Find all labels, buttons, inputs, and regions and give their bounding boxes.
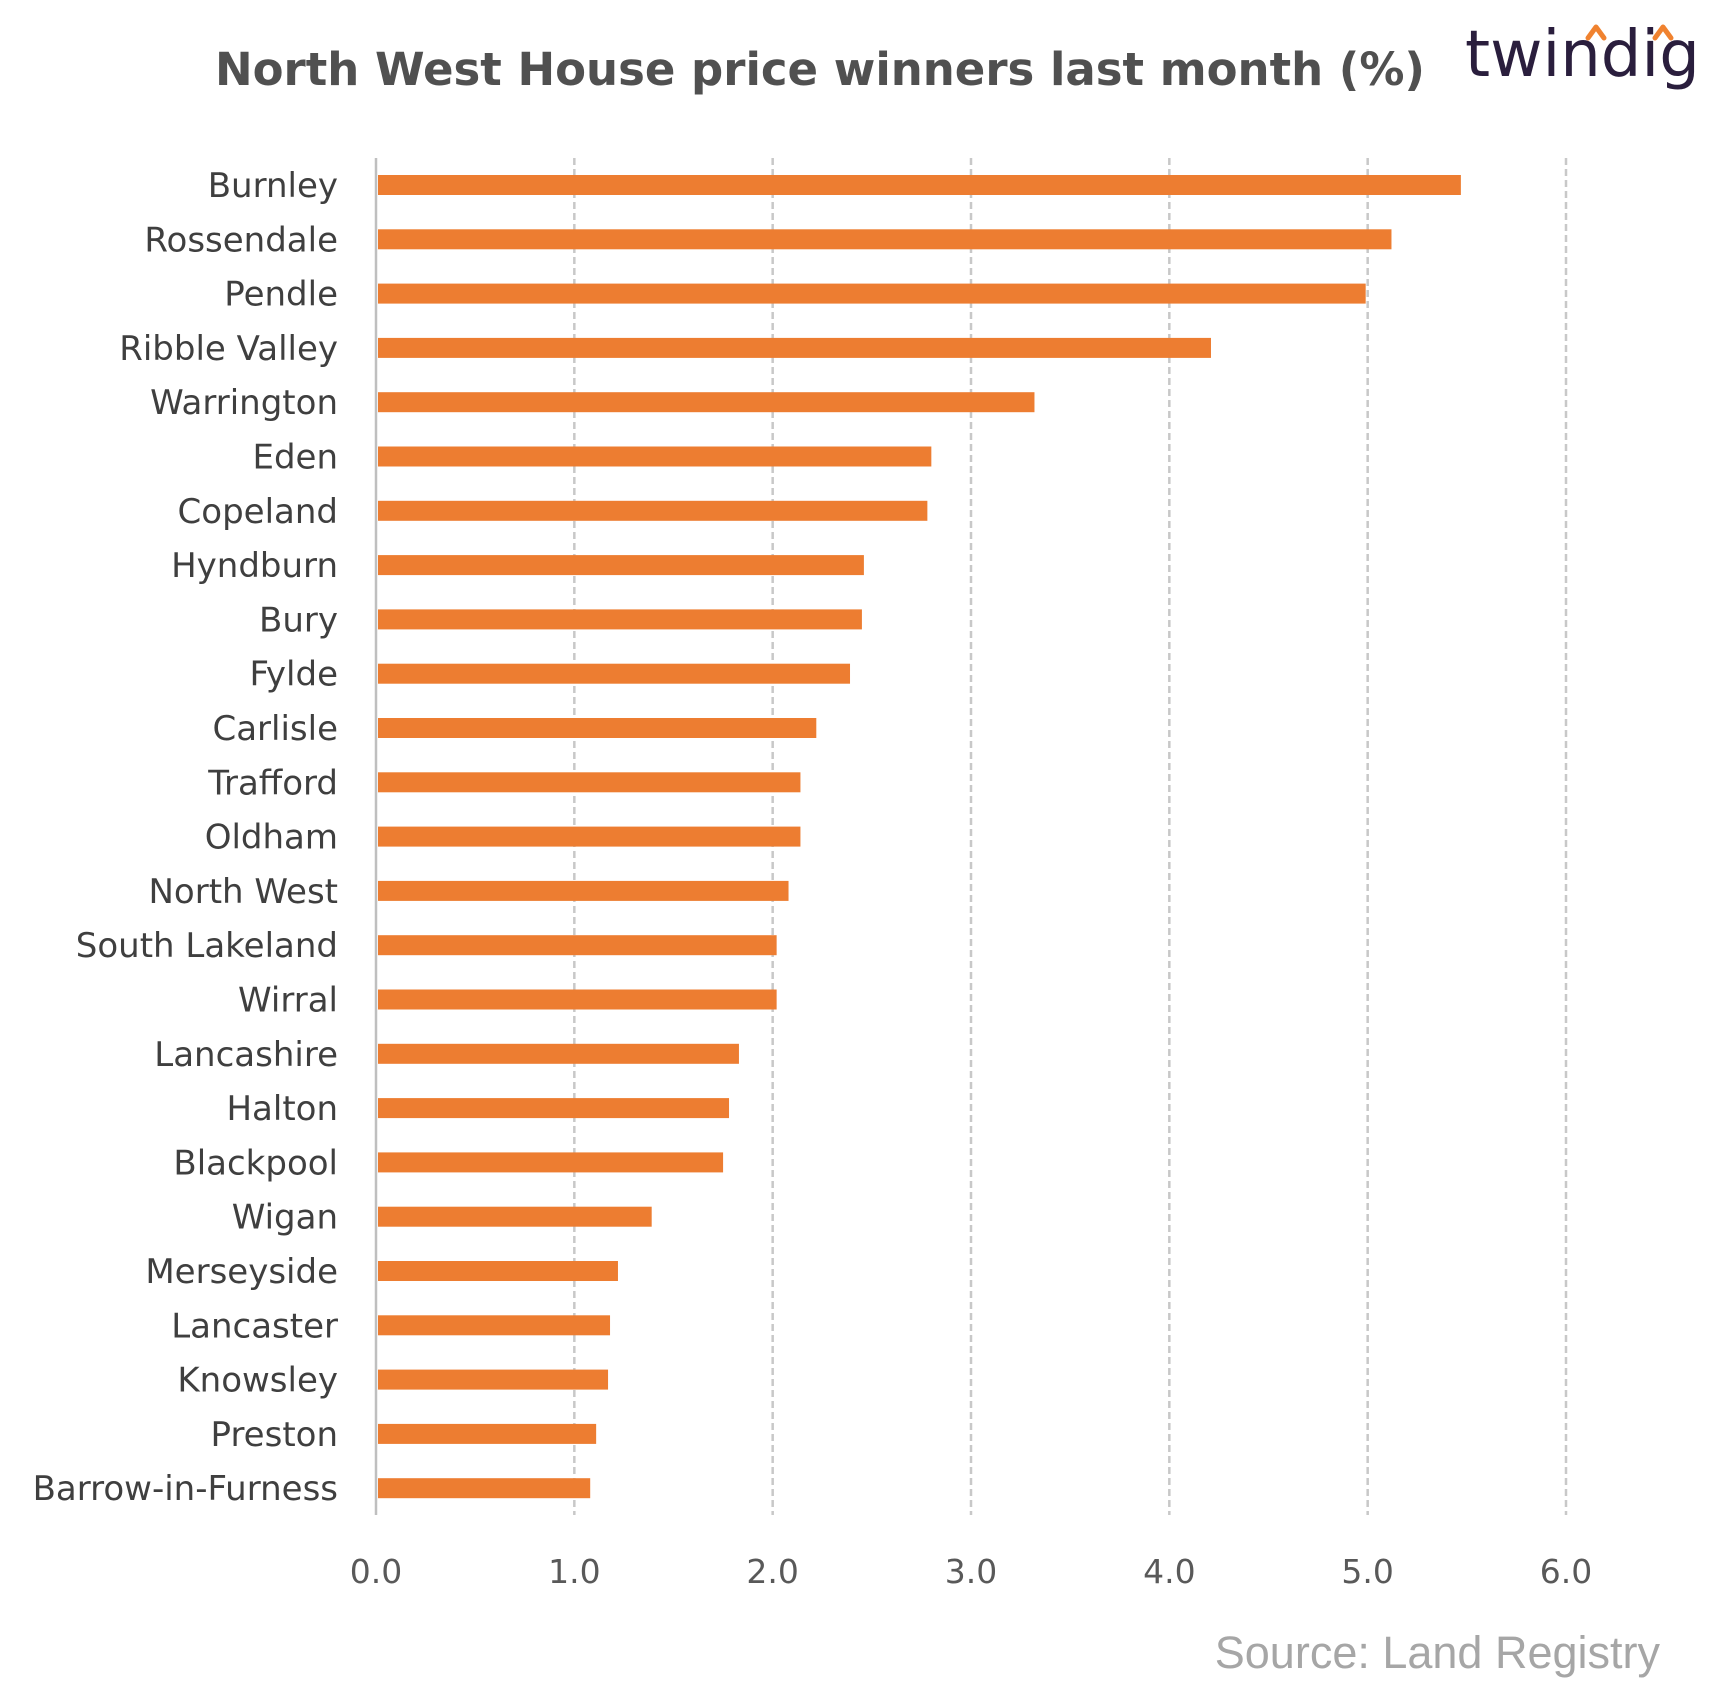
bars xyxy=(378,175,1461,1499)
category-label: Wigan xyxy=(232,1198,338,1238)
category-label: Halton xyxy=(226,1089,338,1129)
category-label: Preston xyxy=(211,1415,338,1455)
category-label: Ribble Valley xyxy=(119,329,338,369)
bar xyxy=(378,500,928,521)
bar xyxy=(378,175,1461,195)
category-label: South Lakeland xyxy=(76,926,338,966)
category-labels: Burnley Rossendale Pendle Ribble Valley Warr… xyxy=(33,166,338,1509)
x-tick-label: 5.0 xyxy=(1341,1552,1393,1591)
category-label: Eden xyxy=(252,438,338,478)
category-label: Trafford xyxy=(207,763,338,803)
category-label: Bury xyxy=(259,600,338,640)
category-label: Barrow-in-Furness xyxy=(33,1469,338,1509)
bar xyxy=(378,1478,591,1499)
x-tick-label: 0.0 xyxy=(350,1552,402,1591)
category-label: Lancaster xyxy=(171,1306,338,1346)
bar xyxy=(378,555,864,576)
bar xyxy=(378,663,851,684)
logo-roof-icon xyxy=(1585,24,1607,41)
category-label: Copeland xyxy=(178,492,338,532)
bar xyxy=(378,392,1035,413)
chart-title: North West House price winners last mont… xyxy=(215,43,1425,96)
category-label: Carlisle xyxy=(212,709,338,749)
category-label: North West xyxy=(149,872,339,912)
category-label: Wirral xyxy=(238,981,338,1021)
bar xyxy=(378,718,817,738)
x-tick-label: 4.0 xyxy=(1143,1552,1195,1591)
x-tick-label: 3.0 xyxy=(945,1552,997,1591)
category-label: Rossendale xyxy=(144,220,338,260)
gridlines xyxy=(374,158,1568,1515)
category-label: Hyndburn xyxy=(171,546,338,586)
twindig-logo: twindig xyxy=(1465,18,1700,92)
bar xyxy=(378,880,789,901)
bar xyxy=(378,1098,730,1119)
x-tick-label: 1.0 xyxy=(548,1552,600,1591)
category-label: Blackpool xyxy=(173,1143,338,1183)
bar xyxy=(378,446,932,467)
bar xyxy=(378,1423,597,1444)
bar xyxy=(378,229,1392,250)
x-tick-label: 2.0 xyxy=(746,1552,798,1591)
category-label: Fylde xyxy=(249,655,338,695)
bar xyxy=(378,989,777,1010)
bar xyxy=(378,1261,618,1281)
category-label: Pendle xyxy=(224,275,338,315)
bar xyxy=(378,826,801,847)
bar xyxy=(378,1152,724,1173)
category-label: Knowsley xyxy=(177,1361,338,1401)
bar xyxy=(378,935,777,956)
bar xyxy=(378,772,801,793)
source-note: Source: Land Registry xyxy=(1215,1627,1661,1678)
category-label: Burnley xyxy=(208,166,338,206)
bar xyxy=(378,1369,609,1390)
bar xyxy=(378,1206,652,1227)
category-label: Lancashire xyxy=(154,1035,338,1075)
bar xyxy=(378,609,862,630)
x-tick-labels: 0.0 1.0 2.0 3.0 4.0 5.0 6.0 xyxy=(350,1552,1592,1591)
bar xyxy=(378,1315,611,1336)
bar xyxy=(378,283,1366,304)
category-label: Warrington xyxy=(150,383,338,423)
category-label: Oldham xyxy=(205,818,338,858)
logo-roof-icon xyxy=(1652,24,1674,41)
bar xyxy=(378,337,1211,358)
category-label: Merseyside xyxy=(145,1252,338,1292)
bar xyxy=(378,1043,739,1064)
x-tick-label: 6.0 xyxy=(1540,1552,1592,1591)
